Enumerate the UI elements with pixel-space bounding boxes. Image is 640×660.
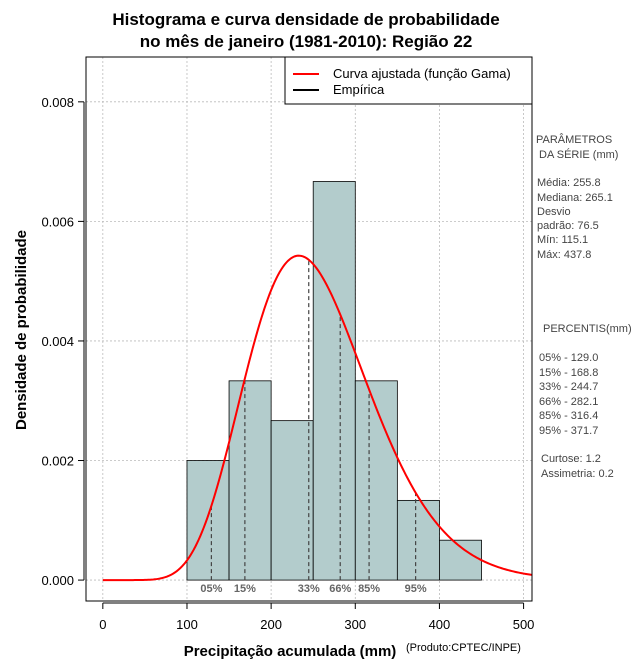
- histogram-bar-5: [396, 499, 440, 581]
- percentile-label-2: 33%: [298, 583, 320, 595]
- percentil-15: 15% - 168.8: [539, 367, 598, 379]
- y-tick-label-1: 0.002: [41, 454, 74, 469]
- percentil-85: 85% - 316.4: [539, 410, 598, 422]
- percentil-05: 05% - 129.0: [539, 352, 598, 364]
- percentil-66: 66% - 282.1: [539, 396, 598, 408]
- histogram-bar-0: [186, 460, 230, 581]
- x-tick-label-2: 200: [260, 617, 282, 632]
- params-title-2: DA SÉRIE (mm): [539, 148, 618, 161]
- percentile-label-5: 95%: [405, 583, 427, 595]
- histogram-bars: [186, 181, 482, 581]
- axes: 0 100 200 300 400 500 0.000 0.002 0.004 0.006 0.00…: [41, 95, 534, 632]
- gamma-curve: [102, 254, 533, 582]
- stat-curtose: Curtose: 1.2: [541, 453, 601, 465]
- percentil-33: 33% - 244.7: [539, 381, 598, 393]
- y-tick-label-3: 0.006: [41, 214, 74, 229]
- x-tick-label-1: 100: [176, 617, 198, 632]
- product-credit: (Produto:CPTEC/INPE): [406, 642, 521, 654]
- percentile-labels: 05% 15% 33% 66% 85% 95%: [200, 583, 426, 595]
- stat-min: Mín: 115.1: [537, 234, 588, 246]
- x-tick-label-5: 500: [513, 617, 535, 632]
- histogram-bar-4: [354, 380, 398, 581]
- histogram-bar-2: [270, 420, 314, 581]
- percentile-label-4: 85%: [358, 583, 380, 595]
- legend: Curva ajustada (função Gama) Empírica: [284, 56, 533, 105]
- chart-title-line2: no mês de janeiro (1981-2010): Região 22: [140, 32, 473, 51]
- legend-label-empirica: Empírica: [333, 82, 385, 97]
- stat-mediana: Mediana: 265.1: [537, 192, 613, 204]
- params-title-1: PARÂMETROS: [536, 133, 612, 146]
- x-tick-label-4: 400: [429, 617, 451, 632]
- x-tick-label-3: 300: [344, 617, 366, 632]
- y-tick-label-2: 0.004: [41, 334, 74, 349]
- percentile-label-0: 05%: [200, 583, 222, 595]
- percentis-title: PERCENTIS(mm): [543, 323, 632, 335]
- percentil-95: 95% - 371.7: [539, 425, 598, 437]
- stat-assimetria: Assimetria: 0.2: [541, 468, 614, 480]
- histogram-bar-1: [228, 380, 272, 581]
- percentile-label-3: 66%: [329, 583, 351, 595]
- histogram-bar-3: [312, 181, 356, 581]
- stat-desvio-1: Desvio: [537, 206, 571, 218]
- y-tick-label-4: 0.008: [41, 95, 74, 110]
- side-panel: PARÂMETROS DA SÉRIE (mm) Média: 255.8 Me…: [536, 133, 632, 480]
- stat-media: Média: 255.8: [537, 177, 601, 189]
- stat-desvio-2: padrão: 76.5: [537, 220, 599, 232]
- y-axis-label: Densidade de probabilidade: [13, 230, 30, 430]
- chart-title-line1: Histograma e curva densidade de probabil…: [112, 10, 499, 29]
- gamma-curve-line: [102, 254, 533, 582]
- x-tick-label-0: 0: [99, 617, 106, 632]
- stat-max: Máx: 437.8: [537, 249, 591, 261]
- percentile-label-1: 15%: [234, 583, 256, 595]
- percentile-lines: [210, 259, 417, 581]
- y-tick-label-0: 0.000: [41, 573, 74, 588]
- legend-box: [284, 56, 533, 105]
- x-axis-label: Precipitação acumulada (mm): [184, 643, 397, 660]
- legend-label-curve: Curva ajustada (função Gama): [333, 66, 511, 81]
